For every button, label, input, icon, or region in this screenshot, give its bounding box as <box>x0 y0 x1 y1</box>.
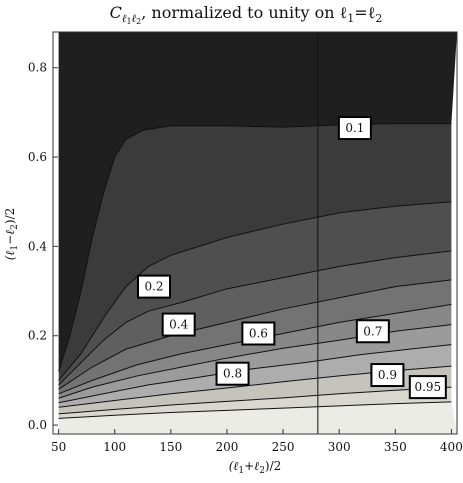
chart-title: Cℓ1ℓ2, normalized to unity on ℓ1=ℓ2 <box>110 3 383 26</box>
ylabel-idx-2: 2 <box>10 224 20 230</box>
xlabel-idx-1: 1 <box>238 466 244 476</box>
x-tick-label: 50 <box>51 440 66 454</box>
contour-label-text: 0.8 <box>223 367 242 381</box>
contour-label: 0.95 <box>408 375 447 400</box>
title-eq-idx-1: 1 <box>347 12 354 25</box>
xlabel-mid: +ℓ <box>244 459 259 473</box>
contour-label: 0.2 <box>137 274 171 299</box>
x-axis-label: (ℓ1+ℓ2)/2 <box>229 459 282 476</box>
contour-label-text: 0.7 <box>363 324 382 338</box>
y-tick-label: 0.2 <box>28 329 47 343</box>
x-tick-label: 200 <box>215 440 238 454</box>
contour-line <box>58 123 452 372</box>
x-tick-label: 350 <box>384 440 407 454</box>
contour-line <box>58 279 452 390</box>
contour-label-box <box>137 274 171 299</box>
contour-region <box>58 366 452 414</box>
title-sub-2: ℓ <box>132 12 137 25</box>
title-eq-idx-2: 2 <box>375 12 382 25</box>
left-blank-area <box>53 32 59 434</box>
contour-line <box>58 250 452 386</box>
contour-line <box>58 401 452 419</box>
contour-region <box>58 201 452 385</box>
title-rest: , normalized to unity on ℓ <box>141 3 347 22</box>
y-tick-label: 0.4 <box>28 239 47 253</box>
contour-label-text: 0.95 <box>414 380 441 394</box>
contour-label-box <box>408 375 447 400</box>
y-axis-label: (ℓ1−ℓ2)/2 <box>3 208 20 261</box>
contour-region <box>58 304 452 399</box>
title-main: C <box>110 3 122 22</box>
ylabel-idx-1: 1 <box>10 245 20 251</box>
plot-frame <box>52 31 458 435</box>
contour-label-box <box>215 361 250 386</box>
contour-label: 0.7 <box>355 319 390 344</box>
contour-region <box>58 123 452 381</box>
contour-label-box <box>161 312 196 337</box>
contour-line <box>58 386 452 415</box>
xlabel-idx-2: 2 <box>259 466 265 476</box>
contour-label: 0.1 <box>337 116 372 141</box>
y-tick-label: 0.0 <box>28 418 47 432</box>
contour-label-box <box>355 319 390 344</box>
contour-region <box>58 387 452 419</box>
contour-label-box <box>370 363 405 388</box>
contour-label-text: 0.2 <box>144 280 163 294</box>
contour-label: 0.8 <box>215 361 250 386</box>
contour-label: 0.6 <box>241 321 276 346</box>
title-eq-mid: =ℓ <box>354 3 375 22</box>
xlabel-post: )/2 <box>265 459 281 473</box>
ylabel-post: )/2 <box>3 208 17 224</box>
x-tick-label: 300 <box>328 440 351 454</box>
contour-label-box <box>337 116 372 141</box>
contour-label: 0.4 <box>161 312 196 337</box>
y-axis-ticks: 0.0 0.2 0.4 0.6 0.8 <box>28 61 58 432</box>
title-sub-2-idx: 2 <box>136 17 141 26</box>
contour-label-box <box>241 321 276 346</box>
ylabel-mid: −ℓ <box>3 230 17 245</box>
contour-label-text: 0.9 <box>378 368 397 382</box>
y-tick-label: 0.6 <box>28 150 47 164</box>
x-tick-label: 250 <box>272 440 295 454</box>
x-tick-label: 150 <box>159 440 182 454</box>
contour-labels: 0.1 0.2 0.4 0.6 0.7 0.8 0.9 0.95 <box>137 116 447 400</box>
contour-label-text: 0.1 <box>345 121 364 135</box>
xlabel-pre: (ℓ <box>229 459 239 473</box>
contour-label-text: 0.4 <box>169 318 188 332</box>
contour-line <box>58 201 452 381</box>
x-tick-label: 100 <box>103 440 126 454</box>
contour-line <box>58 303 452 395</box>
x-axis-ticks: 50 100 150 200 250 300 350 400 <box>51 429 463 454</box>
x-tick-label: 400 <box>440 440 463 454</box>
contour-region <box>58 344 452 408</box>
title-sub-1-idx: 1 <box>126 17 131 26</box>
y-tick-label: 0.8 <box>28 61 47 75</box>
contour-label: 0.9 <box>370 363 405 388</box>
contour-label-text: 0.6 <box>249 327 268 341</box>
contour-region <box>58 250 452 390</box>
title-sub-1: ℓ <box>122 12 127 25</box>
contour-region <box>53 401 457 434</box>
ylabel-pre: (ℓ <box>3 251 17 261</box>
